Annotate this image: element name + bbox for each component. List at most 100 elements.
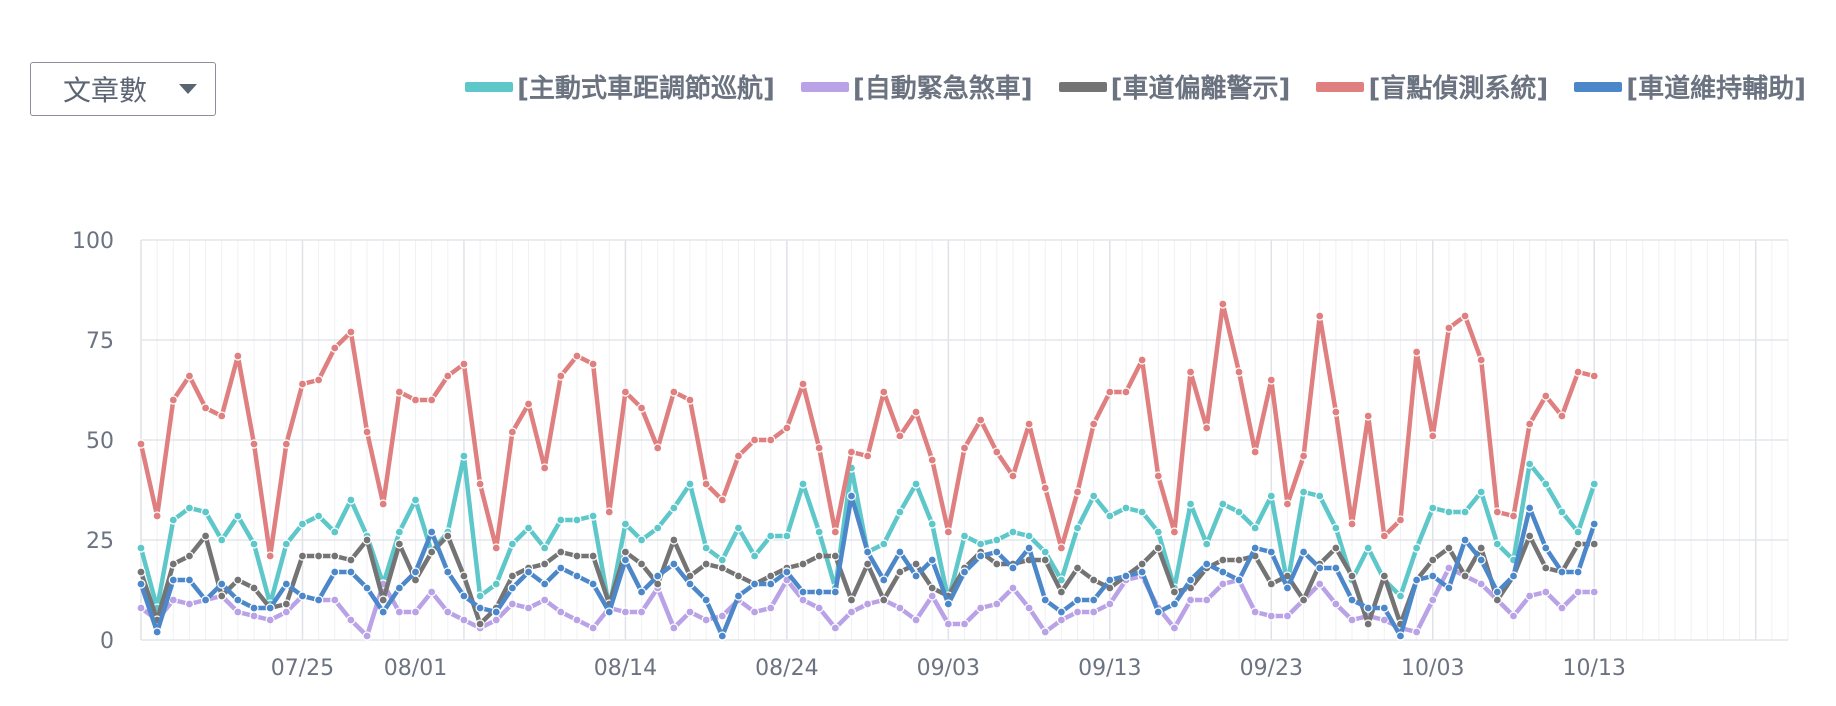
data-point [830,623,840,633]
chart-legend: [主動式車距調節巡航] [自動緊急煞車] [車道偏離警示] [盲點偵測系統] [… [465,68,1806,105]
data-point [540,543,550,553]
data-point [249,583,259,593]
data-point [766,579,776,589]
legend-item-lka[interactable]: [車道維持輔助] [1574,68,1806,105]
data-point [685,579,695,589]
data-point [620,547,631,557]
x-tick-label: 08/14 [594,656,657,681]
data-point [459,451,469,461]
legend-item-bsd[interactable]: [盲點偵測系統] [1316,68,1548,105]
data-point [1202,595,1212,605]
data-point [491,579,501,589]
data-point [1056,607,1066,617]
data-point [1444,543,1454,553]
data-point [1541,563,1551,573]
data-point [572,551,582,561]
data-point [475,479,485,489]
data-point [1008,471,1018,481]
data-point [249,439,259,449]
data-point [427,547,437,557]
data-point [846,607,857,617]
data-point [1185,575,1196,585]
data-point [1056,615,1066,625]
data-point [1363,543,1373,553]
data-point [927,519,937,529]
data-point [1525,459,1535,469]
data-point [249,539,259,549]
data-point [314,595,324,605]
data-point [1508,571,1519,581]
data-point [620,387,631,397]
data-point [1541,479,1551,489]
data-point [1072,487,1083,497]
x-tick-label: 10/13 [1563,656,1626,681]
data-point [249,611,259,621]
legend-item-ldw[interactable]: [車道偏離警示] [1058,68,1290,105]
data-point [152,511,162,521]
data-point [540,463,550,473]
legend-item-acc[interactable]: [主動式車距調節巡航] [465,68,775,105]
data-point [233,575,243,585]
data-point [669,387,679,397]
y-tick-label: 25 [86,529,114,554]
data-point [1024,603,1034,613]
data-point [943,619,953,629]
data-point [1008,527,1018,537]
data-point [1525,503,1535,513]
data-point [798,379,808,389]
data-point [1040,595,1050,605]
data-point [1298,595,1309,605]
data-point [943,599,953,609]
data-point [1444,583,1454,593]
data-point [1331,563,1341,573]
data-point [830,587,840,597]
data-point [556,547,566,557]
data-point [491,543,501,553]
data-point [620,519,631,529]
data-point [717,555,727,565]
data-point [1492,507,1502,517]
data-point [1492,587,1502,597]
data-point [572,571,582,581]
data-point [814,587,824,597]
legend-item-aeb[interactable]: [自動緊急煞車] [800,68,1033,105]
data-point [943,527,953,537]
data-point [620,555,631,565]
data-point [927,555,937,565]
data-point [1169,623,1180,633]
data-point [297,519,308,529]
data-point [1379,571,1389,581]
data-point [846,595,857,605]
data-point [717,495,727,505]
data-point [1137,567,1147,577]
metric-selector-dropdown[interactable]: 文章數 [30,62,216,116]
data-point [1266,547,1276,557]
data-point [1589,519,1599,529]
data-point [314,551,324,561]
data-point [992,535,1002,545]
data-point [184,551,195,561]
data-point [1072,523,1083,533]
data-point [798,559,808,569]
legend-label: [自動緊急煞車] [852,74,1033,104]
data-point [1089,595,1099,605]
data-point [1363,603,1373,613]
y-tick-label: 0 [100,629,114,654]
data-point [749,607,760,617]
data-point [1105,599,1115,609]
data-point [911,407,921,417]
data-point [685,395,695,405]
legend-swatch [800,81,849,92]
data-point [1347,519,1357,529]
data-point [475,619,485,629]
data-point [1347,595,1357,605]
data-point [152,627,162,637]
data-point [475,603,485,613]
data-point [653,523,663,533]
data-point [410,395,421,405]
data-point [540,559,550,569]
data-point [1137,507,1147,517]
data-point [1589,371,1599,381]
data-point [1218,579,1228,589]
data-point [733,451,744,461]
